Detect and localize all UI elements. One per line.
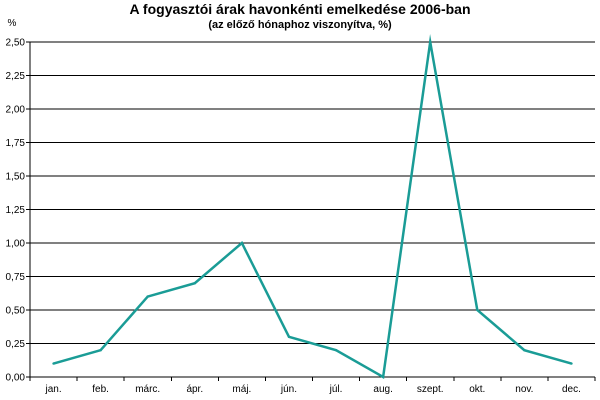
data-point <box>52 362 55 365</box>
gridlines <box>30 41 595 344</box>
y-tick-label: 1,50 <box>6 172 26 183</box>
series-line <box>53 33 572 379</box>
y-tick-label: 0,00 <box>6 373 26 384</box>
y-tick-label: 0,75 <box>6 272 26 283</box>
y-axis-ticks: 0,00 0,25 0,50 0,75 1,00 1,25 1,50 1,75 2,00 2,25… <box>6 38 30 384</box>
y-tick-label: 0,25 <box>6 339 26 350</box>
x-tick-label: jún. <box>280 384 297 395</box>
x-tick-label: aug. <box>373 384 392 395</box>
y-axis-label: % <box>8 18 17 29</box>
y-tick-label: 0,50 <box>6 306 26 317</box>
chart-subtitle: (az előző hónaphoz viszonyítva, %) <box>208 19 392 31</box>
y-tick-label: 2,50 <box>6 38 26 49</box>
x-tick-label: máj. <box>232 384 251 395</box>
data-point <box>146 295 149 298</box>
data-point <box>523 349 526 352</box>
x-tick-label: nov. <box>515 384 533 395</box>
y-tick-label: 1,00 <box>6 239 26 250</box>
data-point <box>429 40 432 44</box>
data-point <box>570 362 573 365</box>
x-tick-label: dec. <box>562 384 581 395</box>
data-point <box>287 335 291 338</box>
data-point <box>381 375 385 379</box>
data-point <box>476 308 479 312</box>
x-tick-label: szept. <box>417 384 444 395</box>
data-point <box>334 349 338 352</box>
x-tick-label: márc. <box>135 384 160 395</box>
x-tick-label: feb. <box>92 384 109 395</box>
data-point <box>99 349 102 352</box>
data-point <box>240 241 244 245</box>
x-tick-label: okt. <box>469 384 485 395</box>
x-axis-ticks: jan. feb. márc. ápr. máj. jún. júl. aug. szept. o… <box>29 377 596 395</box>
series-group <box>52 33 573 379</box>
data-point <box>193 282 196 285</box>
y-tick-label: 2,25 <box>6 71 26 82</box>
x-tick-label: júl. <box>329 384 343 395</box>
y-tick-label: 2,00 <box>6 105 26 116</box>
chart-title: A fogyasztói árak havonkénti emelkedése … <box>129 1 471 17</box>
x-tick-label: jan. <box>44 384 61 395</box>
y-tick-label: 1,75 <box>6 138 26 149</box>
y-tick-label: 1,25 <box>6 205 26 216</box>
x-tick-label: ápr. <box>186 384 203 395</box>
